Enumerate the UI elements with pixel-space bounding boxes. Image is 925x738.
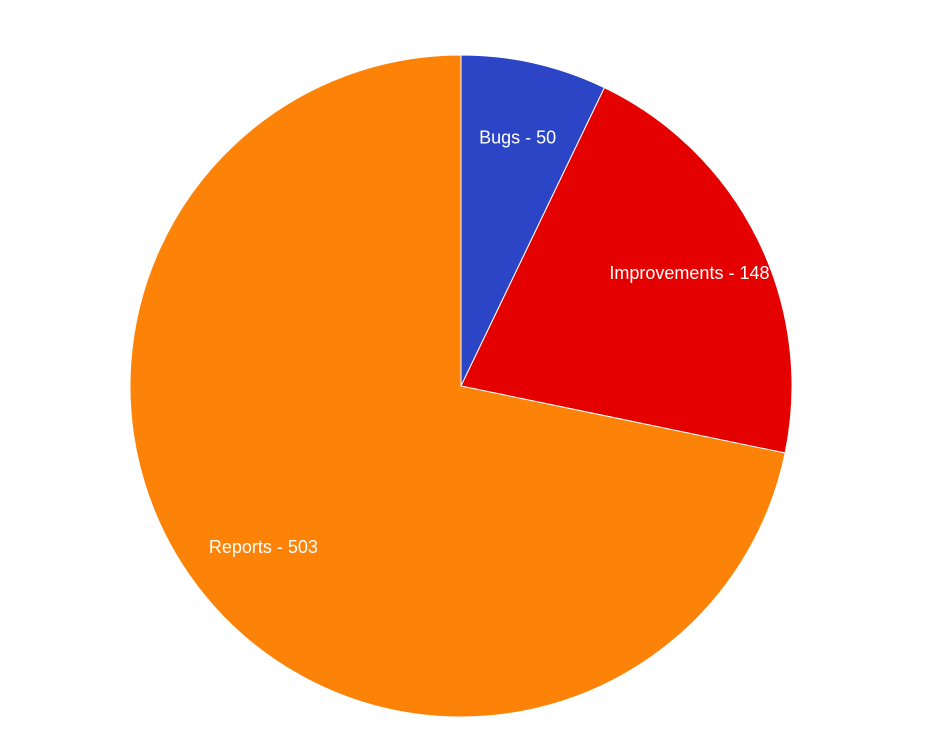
pie-label-improvements: Improvements - 148: [609, 263, 769, 283]
pie-slice-reports: [129, 54, 786, 718]
pie-slices: [129, 54, 793, 718]
pie-label-reports: Reports - 503: [209, 537, 318, 557]
pie-slice-improvements: [460, 87, 793, 454]
pie-labels: Bugs - 50 Improvements - 148 Reports - 503: [209, 128, 770, 557]
pie-slice-bugs: [460, 54, 606, 387]
pie-label-bugs: Bugs - 50: [479, 128, 556, 148]
